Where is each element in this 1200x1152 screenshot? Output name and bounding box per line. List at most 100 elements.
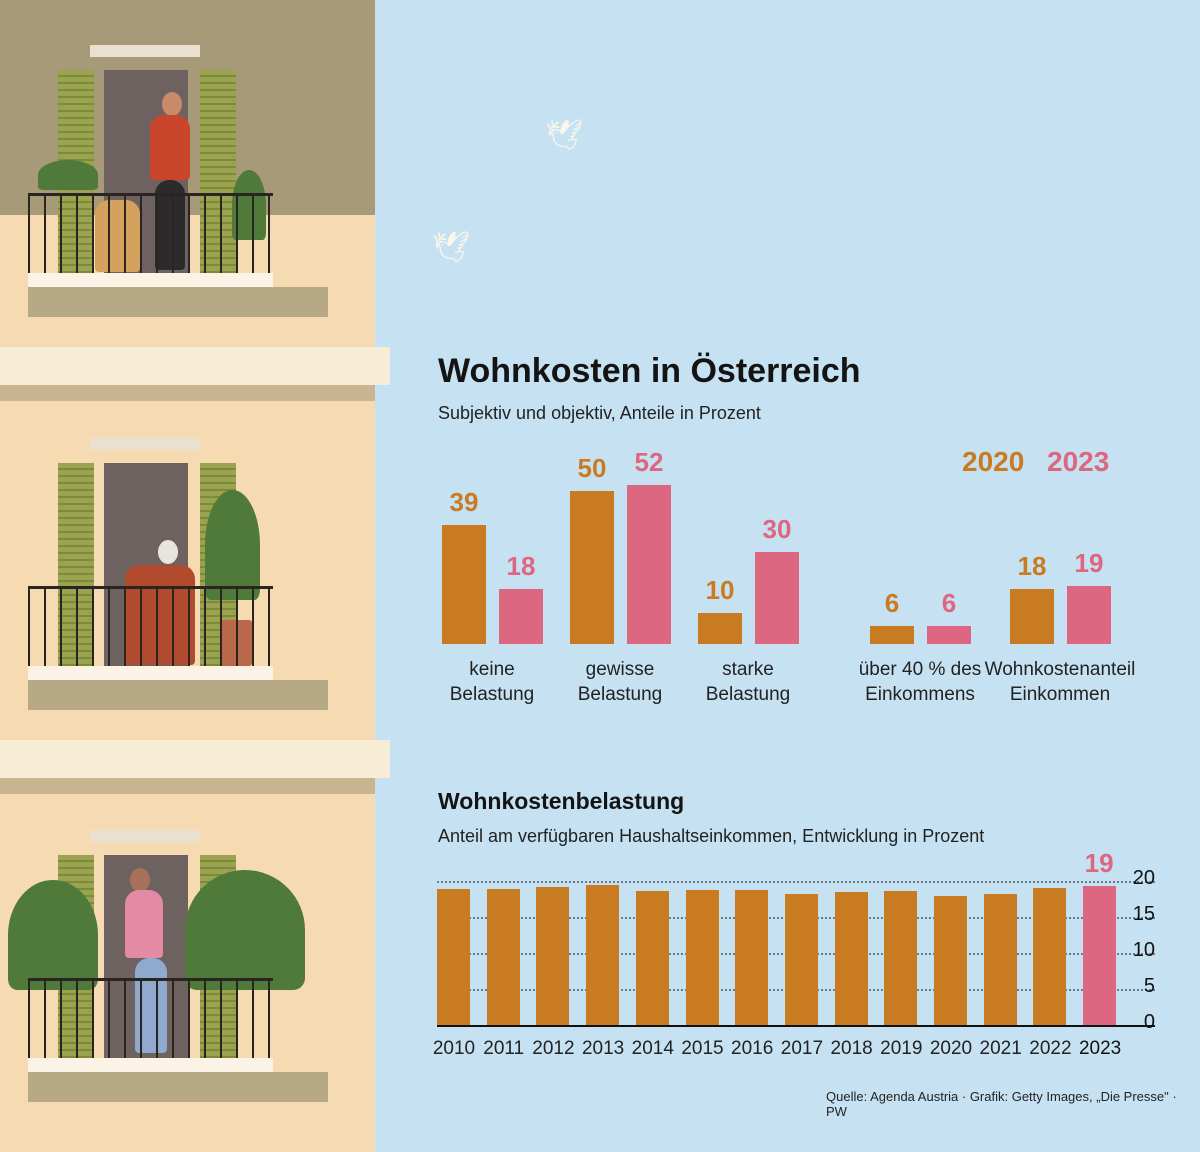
y-tick-label: 10 bbox=[1132, 939, 1155, 961]
balcony-slab bbox=[28, 1058, 273, 1072]
bar-2018 bbox=[834, 891, 868, 1025]
plant bbox=[185, 870, 305, 990]
value-label: 10 bbox=[705, 575, 735, 606]
woman-figure bbox=[150, 115, 190, 180]
y-tick-label: 20 bbox=[1132, 867, 1155, 889]
x-tick-label: 2010 bbox=[432, 1038, 476, 1059]
man-head bbox=[130, 868, 150, 892]
category-label: über 40 % des Einkommens bbox=[840, 657, 1000, 707]
ledge-shadow bbox=[0, 778, 375, 794]
bar-2016 bbox=[735, 889, 769, 1025]
value-label: 39 bbox=[449, 486, 479, 517]
floor-ledge bbox=[0, 347, 390, 385]
bar-2023 bbox=[499, 588, 543, 644]
bar-2014 bbox=[635, 891, 669, 1025]
x-tick-label: 2022 bbox=[1029, 1038, 1072, 1059]
window-lintel bbox=[90, 830, 200, 842]
man-figure bbox=[125, 890, 163, 958]
plant bbox=[205, 490, 260, 600]
balcony-railing bbox=[28, 193, 273, 276]
x-tick-label: 2016 bbox=[731, 1038, 774, 1059]
balcony-slab bbox=[28, 666, 273, 680]
category-label-line: gewisse bbox=[585, 659, 655, 680]
x-tick-label: 2013 bbox=[581, 1038, 625, 1059]
bar-2012 bbox=[536, 886, 570, 1025]
category-label-line: Einkommens bbox=[865, 684, 975, 705]
chart-title: Wohnkosten in Österreich bbox=[438, 352, 861, 390]
category-label-line: Belastung bbox=[705, 684, 791, 705]
bird-illustration: 🕊 bbox=[545, 119, 584, 152]
plant bbox=[38, 160, 98, 190]
chart2-title: Wohnkostenbelastung bbox=[438, 788, 685, 814]
floor-ledge bbox=[0, 740, 390, 778]
value-label: 30 bbox=[762, 514, 792, 545]
bar-2022 bbox=[1033, 888, 1067, 1025]
bar-2020 bbox=[570, 491, 614, 644]
woman-head bbox=[162, 92, 182, 116]
chart2-subtitle: Anteil am verfügbaren Haushaltseinkommen… bbox=[438, 826, 985, 846]
value-label: 50 bbox=[577, 453, 607, 483]
grandmother-head bbox=[158, 540, 178, 564]
category-label-line: Belastung bbox=[449, 684, 535, 705]
x-tick-label: 2020 bbox=[929, 1038, 973, 1059]
x-tick-label: 2017 bbox=[780, 1038, 824, 1059]
bar-2020 bbox=[442, 524, 486, 644]
value-label: 6 bbox=[941, 587, 957, 618]
category-label-line: keine bbox=[469, 659, 515, 680]
balcony-shadow bbox=[28, 287, 328, 317]
bar-2020 bbox=[698, 613, 742, 644]
x-tick-label: 2011 bbox=[483, 1038, 525, 1059]
x-tick-label: 2014 bbox=[631, 1038, 674, 1059]
bar-2023 bbox=[1067, 585, 1111, 644]
category-label-line: Belastung bbox=[577, 684, 663, 705]
x-tick-label: 2021 bbox=[979, 1038, 1022, 1059]
balcony-railing bbox=[28, 586, 273, 669]
balcony-slab bbox=[28, 273, 273, 287]
x-tick-label: 2019 bbox=[880, 1038, 923, 1059]
source-note: Quelle: Agenda Austria · Grafik: Getty I… bbox=[826, 1089, 1177, 1119]
category-label-line: über 40 % des bbox=[858, 659, 982, 680]
category-label-line: starke bbox=[722, 659, 774, 680]
bar-2023 bbox=[927, 625, 971, 644]
bar-2023 bbox=[627, 484, 671, 644]
value-label: 18 bbox=[506, 550, 536, 581]
x-tick-label: 2023 bbox=[1078, 1038, 1122, 1059]
bar-2013 bbox=[586, 884, 620, 1025]
category-label: keine Belastung bbox=[412, 657, 572, 707]
category-label-line: Wohnkostenanteil bbox=[984, 659, 1136, 680]
x-axis bbox=[437, 1025, 1155, 1027]
bar-2011 bbox=[486, 888, 520, 1025]
x-tick-label: 2015 bbox=[681, 1038, 724, 1059]
y-tick-label: 15 bbox=[1132, 903, 1155, 925]
ledge-shadow bbox=[0, 385, 375, 401]
bar-2015 bbox=[685, 889, 719, 1025]
value-label: 52 bbox=[634, 446, 664, 477]
category-label: gewisse Belastung bbox=[540, 657, 700, 707]
y-tick-label: 0 bbox=[1143, 1011, 1155, 1033]
value-label: 18 bbox=[1017, 550, 1047, 581]
bar-2023 bbox=[755, 552, 799, 644]
bar-2020 bbox=[1010, 588, 1054, 644]
value-label: 19 bbox=[1074, 547, 1104, 578]
bar-2023 bbox=[1083, 886, 1117, 1025]
category-label: starke Belastung bbox=[668, 657, 828, 707]
window-lintel bbox=[90, 45, 200, 57]
value-label: 6 bbox=[884, 587, 900, 618]
category-label-line: Einkommen bbox=[1009, 684, 1111, 705]
x-tick-label: 2018 bbox=[830, 1038, 873, 1059]
legend-2023: 2023 bbox=[1047, 446, 1110, 477]
highlight-value-label: 19 bbox=[1084, 848, 1114, 878]
window-lintel bbox=[90, 438, 200, 450]
y-tick-label: 5 bbox=[1143, 975, 1155, 997]
x-tick-label: 2012 bbox=[532, 1038, 575, 1059]
balcony-shadow bbox=[28, 1072, 328, 1102]
plant bbox=[8, 880, 98, 990]
bar-2021 bbox=[983, 893, 1017, 1025]
chart-subtitle: Subjektiv und objektiv, Anteile in Proze… bbox=[438, 403, 761, 423]
bar-2020 bbox=[870, 625, 914, 644]
bar-2017 bbox=[784, 893, 818, 1025]
balcony-shadow bbox=[28, 680, 328, 710]
bar-2019 bbox=[884, 891, 918, 1025]
gridline bbox=[437, 881, 1155, 883]
category-label: Wohnkostenanteil Einkommen bbox=[980, 657, 1140, 707]
